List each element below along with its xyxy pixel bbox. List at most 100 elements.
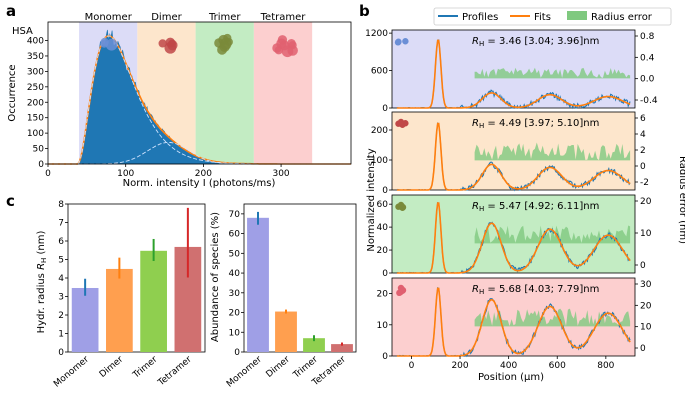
- error-ytick: 0: [640, 162, 646, 172]
- bar-ytick: 4: [58, 274, 64, 284]
- bar-ytick: 1: [58, 330, 64, 340]
- bar-ytick: 30: [229, 289, 241, 299]
- bar-ytick: 10: [229, 328, 241, 338]
- profiles-xlabel: Position (μm): [478, 372, 544, 383]
- protein-monomer-icon: [394, 38, 409, 46]
- histogram-ytick: 200: [27, 98, 44, 108]
- histogram-xtick: 300: [272, 169, 289, 179]
- rh-label: RH = 3.46 [3.04; 3.96]nm: [472, 36, 599, 48]
- error-ytick: 10: [640, 323, 652, 333]
- error-ytick: 2: [640, 146, 646, 156]
- bar-dimer: [275, 311, 297, 352]
- error-ytick: 0.4: [640, 53, 655, 63]
- bar-monomer: [71, 287, 99, 352]
- histogram-xtick: 200: [195, 169, 212, 179]
- panel-label-b: b: [359, 2, 370, 20]
- error-ytick: 20: [640, 197, 652, 207]
- bar-ytick: 40: [229, 269, 241, 279]
- bar-tetramer: [331, 344, 353, 352]
- rh-label: RH = 5.47 [4.92; 6.11]nm: [472, 201, 599, 213]
- histogram-xlabel: Norm. intensity I (photons/ms): [123, 178, 276, 189]
- panel-label-c: c: [6, 192, 15, 210]
- profiles-ylabel-right: Radius error (nm): [677, 156, 685, 244]
- legend-fits-label: Fits: [534, 12, 551, 23]
- profile-ytick: 0: [382, 269, 388, 279]
- bar-ytick: 60: [229, 230, 241, 240]
- protein-tetramer-icon: [396, 284, 407, 297]
- profiles-legend: Profiles Fits Radius error: [433, 7, 672, 26]
- error-ytick: 4: [640, 130, 646, 140]
- histogram-ytick: 0: [38, 160, 44, 170]
- bar-dimer: [106, 268, 133, 352]
- profile-subplot-dimer: 0 100 200 6 4 2 0 -2 RH = 4.49 [3.97; 5.10]nm: [371, 111, 649, 196]
- profile-ytick: 0: [382, 186, 388, 196]
- band-label-trimer: Trimer: [208, 12, 241, 23]
- fit-line: [396, 39, 631, 109]
- histogram-panel: 0 100 200 300 0 50 100 150 200 250 300 350 400 HSA N…: [7, 12, 352, 189]
- legend-profiles-label: Profiles: [462, 12, 498, 23]
- protein-tetramer-icon: [272, 35, 298, 58]
- error-ytick: -0.4: [640, 96, 658, 106]
- error-ytick: 20: [640, 301, 652, 311]
- band-label-dimer: Dimer: [151, 12, 182, 23]
- fit-line: [396, 287, 631, 357]
- bar-ytick: 50: [229, 249, 241, 259]
- profile-ytick: 20: [377, 290, 389, 300]
- error-ytick: 0: [640, 344, 646, 354]
- radius-error-area: [474, 225, 631, 244]
- error-ytick: 0.0: [640, 75, 655, 85]
- profile-subplot-monomer: 0 600 1200 0.8 0.4 0.0 -0.4 RH = 3.46 [3.04; 3.…: [365, 29, 658, 114]
- bar-trimer: [140, 250, 167, 352]
- histogram-xtick: 0: [45, 169, 51, 179]
- bar-trimer: [303, 338, 325, 352]
- profile-ytick: 600: [371, 67, 388, 77]
- protein-dimer-icon: [158, 37, 178, 54]
- error-ytick: 0: [640, 261, 646, 271]
- profile-xtick: 400: [500, 361, 517, 371]
- bar-ytick: 70: [229, 210, 241, 220]
- rh-label: RH = 5.68 [4.03; 7.79]nm: [472, 284, 599, 296]
- profile-ytick: 40: [377, 223, 389, 233]
- legend-error-swatch: [567, 11, 587, 20]
- fit-line: [396, 122, 631, 191]
- error-ytick: 0.8: [640, 32, 655, 42]
- bar-xtick-tetramer: Tetramer: [156, 354, 194, 388]
- bar-ytick: 7: [58, 219, 64, 229]
- profile-ytick: 0: [382, 104, 388, 114]
- profile-ytick: 100: [371, 156, 388, 166]
- histogram-ytick: 350: [27, 52, 44, 62]
- panel-label-a: a: [6, 2, 16, 20]
- bar-monomer: [247, 217, 269, 352]
- histogram-ytick: 50: [33, 145, 45, 155]
- bar-ytick: 8: [58, 200, 64, 210]
- histogram-xtick: 100: [117, 169, 134, 179]
- bar-ytick: 2: [58, 311, 64, 321]
- histogram-ytick: 400: [27, 37, 44, 47]
- profile-subplot-tetramer: 0 10 20 30 20 10 0 RH = 5.68 [4.03; 7.79]nm: [377, 277, 652, 362]
- error-ytick: 6: [640, 114, 646, 124]
- protein-monomer-icon: [100, 37, 118, 51]
- radius-error-area: [474, 308, 631, 327]
- profile-subplot-trimer: 0 20 40 60 20 10 0 RH = 5.47 [4.92; 6.11]nm: [377, 194, 652, 279]
- profile-ytick: 10: [377, 321, 389, 331]
- legend-error-label: Radius error: [591, 12, 653, 23]
- protein-dimer-icon: [395, 118, 409, 128]
- bar-ytick: 20: [229, 309, 241, 319]
- histogram-frame: [47, 21, 352, 165]
- profile-xtick: 600: [549, 361, 566, 371]
- histogram-ylabel: Occurrence: [7, 64, 18, 121]
- error-ytick: -2: [640, 178, 649, 188]
- bar-xtick-dimer: Dimer: [264, 354, 292, 379]
- abundance-ylabel: Abundance of species (%): [210, 212, 221, 342]
- histogram-ytick: 100: [27, 129, 44, 139]
- profile-ytick: 200: [371, 126, 388, 136]
- bar-xtick-dimer: Dimer: [98, 354, 126, 379]
- rh-label: RH = 4.49 [3.97; 5.10]nm: [472, 118, 599, 130]
- bar-ytick: 5: [58, 256, 64, 266]
- bar-ytick: 0: [58, 348, 64, 358]
- histogram-ytick: 250: [27, 83, 44, 93]
- radius-ylabel: Hydr. radius RH (nm): [36, 231, 48, 334]
- fit-line: [396, 202, 631, 274]
